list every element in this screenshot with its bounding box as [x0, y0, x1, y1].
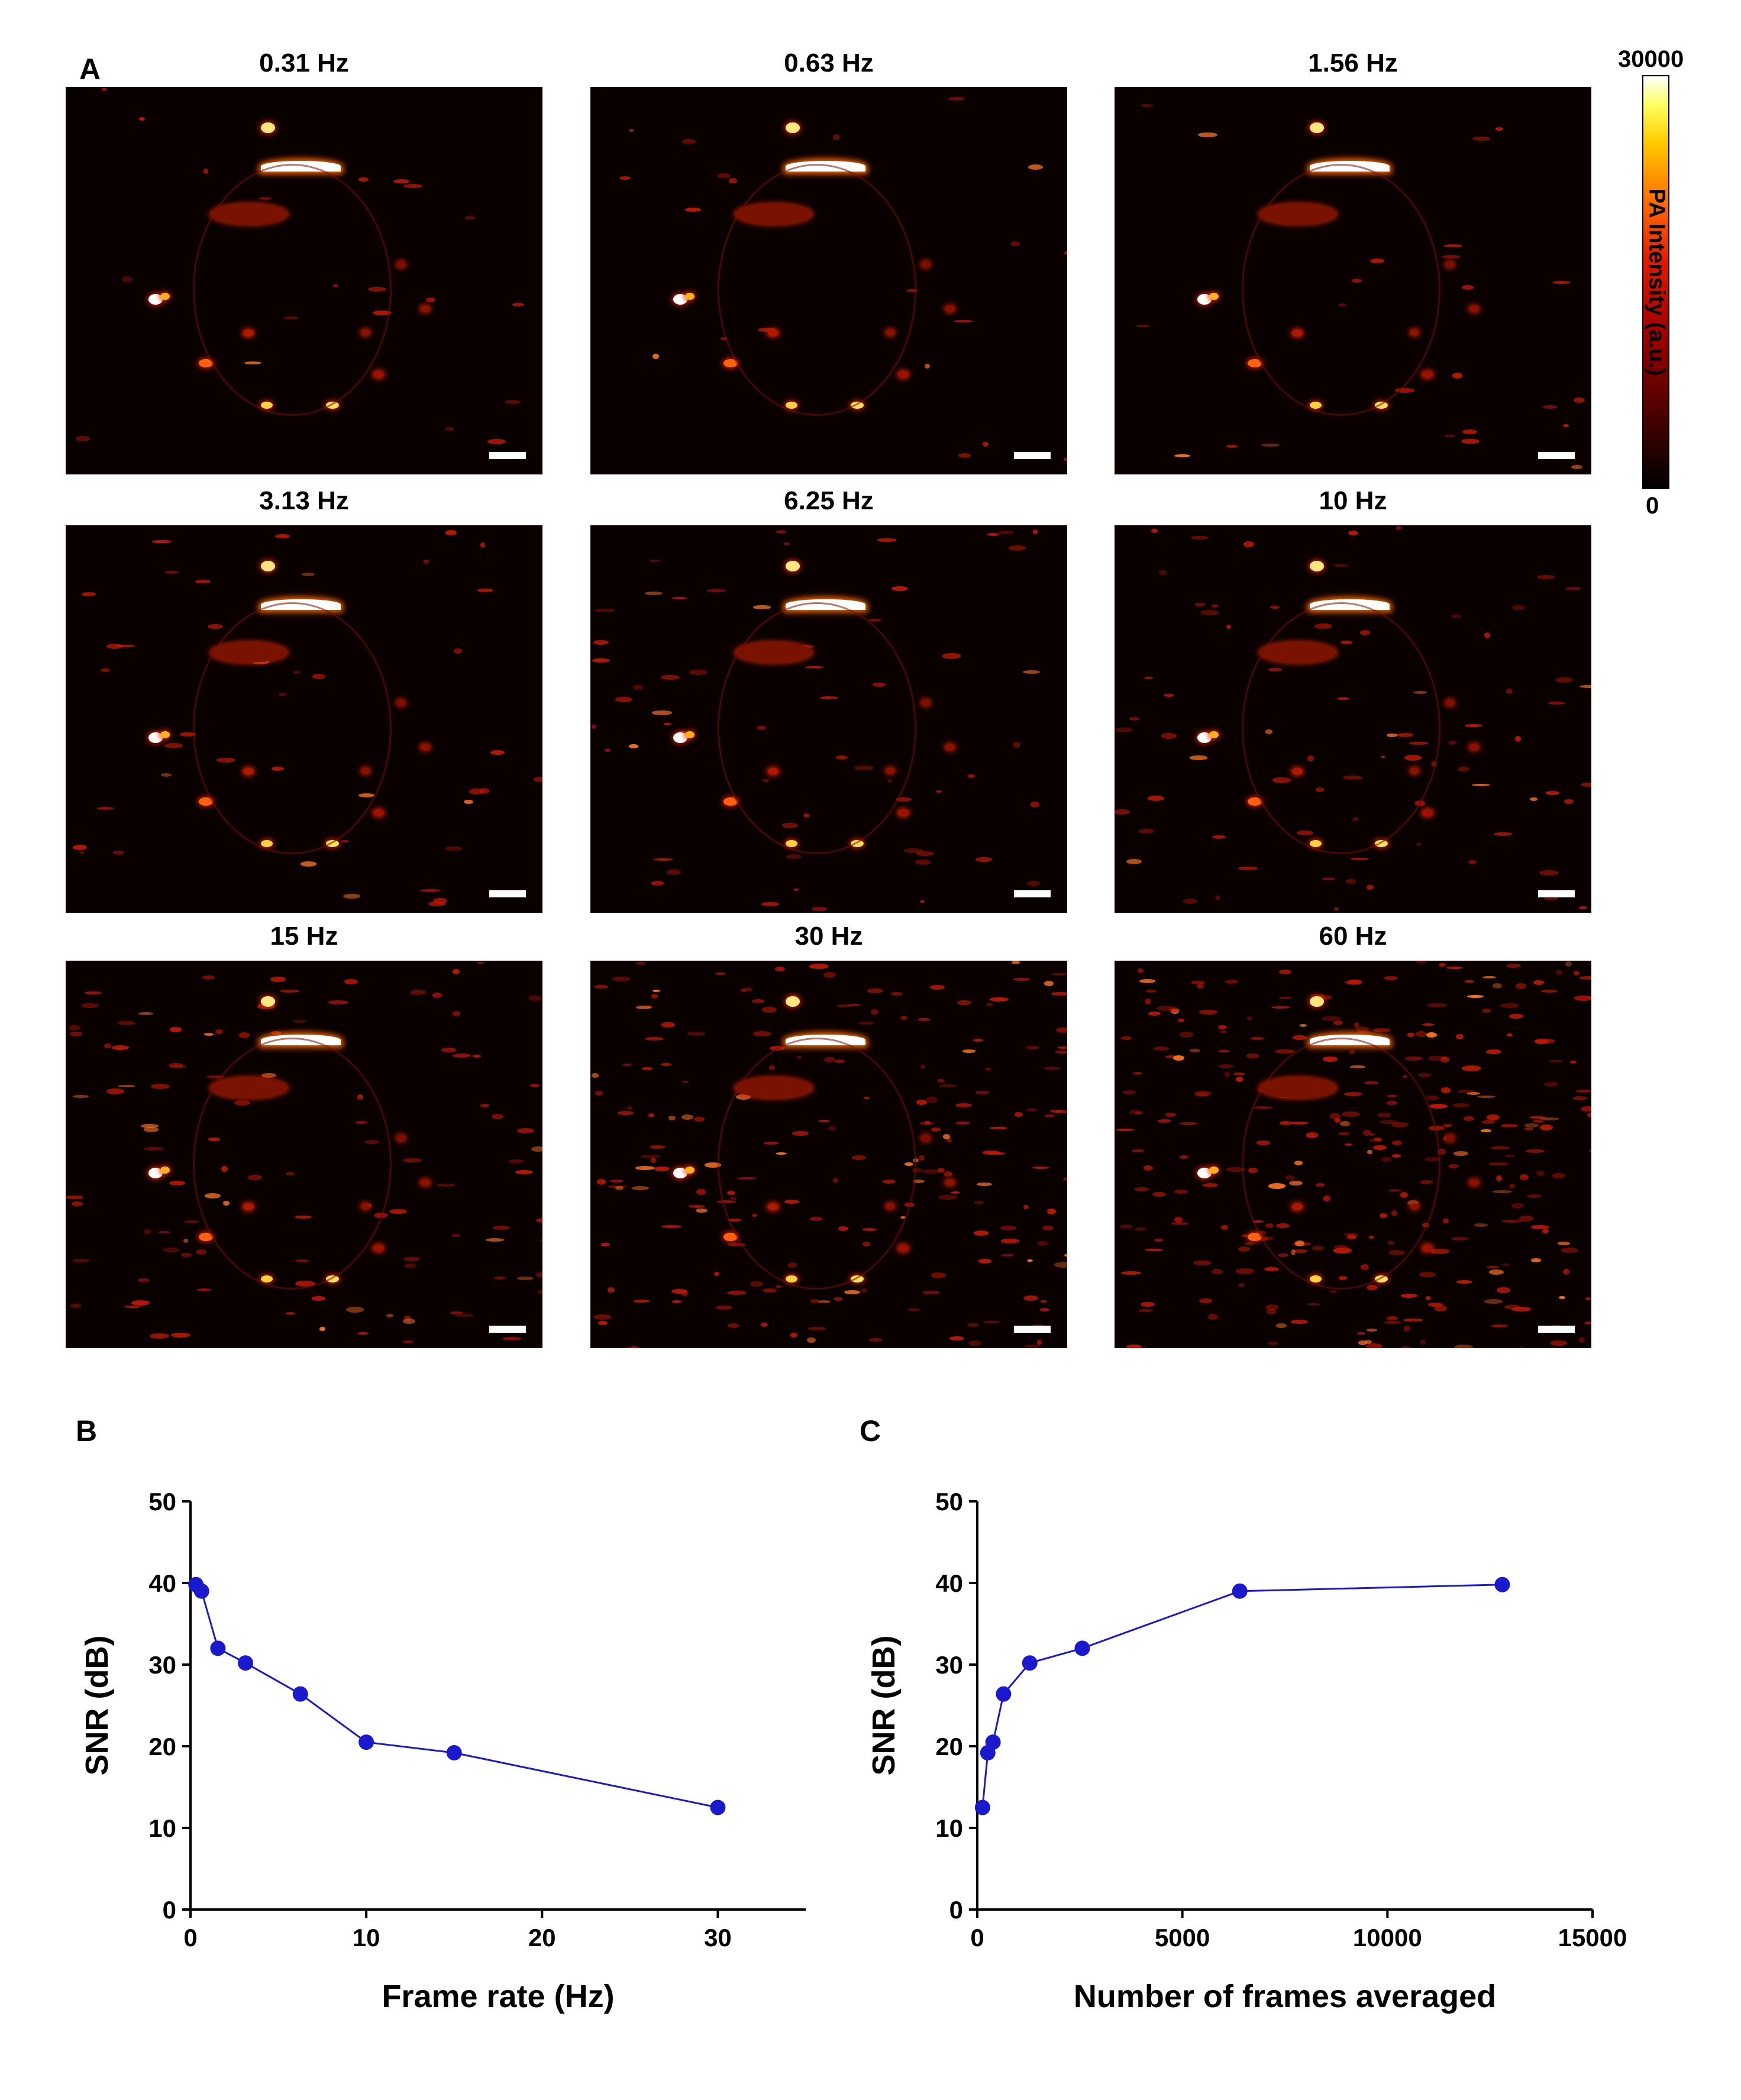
data-point [446, 1745, 462, 1761]
pa-image [1115, 525, 1591, 913]
data-point [710, 1799, 726, 1815]
y-tick-label: 0 [949, 1896, 963, 1924]
scale-bar [1538, 890, 1575, 897]
colorbar [1642, 75, 1669, 489]
pa-image [1115, 961, 1591, 1348]
data-point [210, 1640, 226, 1656]
data-point [974, 1799, 990, 1815]
pa-image [590, 525, 1067, 913]
y-tick-label: 0 [163, 1896, 176, 1924]
chart-snr-vs-frame-rate: 0 10 20 30 40 50 0 10 20 30 Frame rate (Hz) SNR (dB… [79, 1488, 806, 2014]
y-tick-label: 40 [935, 1569, 963, 1597]
y-tick-label: 20 [148, 1733, 176, 1760]
pa-image [66, 87, 542, 474]
y-tick-label: 10 [148, 1814, 176, 1842]
x-tick-label: 30 [704, 1924, 732, 1952]
series-line [195, 1584, 718, 1808]
scale-bar [1014, 1326, 1051, 1333]
data-point [985, 1734, 1001, 1750]
x-tick-label: 5000 [1155, 1924, 1210, 1952]
y-tick-label: 30 [148, 1651, 176, 1679]
data-point [1494, 1576, 1510, 1592]
y-tick-label: 30 [935, 1651, 963, 1679]
pa-image [66, 961, 542, 1348]
image-title: 60 Hz [1319, 922, 1387, 951]
y-tick-label: 40 [148, 1569, 176, 1597]
scale-bar [1538, 452, 1575, 459]
x-tick-label: 20 [528, 1924, 556, 1952]
colorbar-min-label: 0 [1646, 493, 1659, 519]
x-tick-label: 0 [970, 1924, 984, 1952]
scale-bar [489, 1326, 526, 1333]
scale-bar [489, 452, 526, 459]
panel-letter-b: B [76, 1414, 98, 1448]
panel-letter-c: C [860, 1414, 881, 1448]
x-tick-label: 10 [353, 1924, 380, 1952]
data-point [1232, 1583, 1248, 1599]
image-title: 6.25 Hz [784, 486, 874, 515]
y-tick-label: 10 [935, 1814, 963, 1842]
x-tick-label: 0 [183, 1924, 197, 1952]
data-point [1022, 1655, 1038, 1671]
y-tick-label: 50 [935, 1488, 963, 1516]
data-point [238, 1655, 254, 1671]
colorbar-max-label: 30000 [1618, 46, 1684, 72]
scale-bar [1014, 452, 1051, 459]
series-line [981, 1584, 1503, 1808]
data-point [1074, 1640, 1090, 1656]
data-point [358, 1734, 374, 1750]
x-tick-label: 10000 [1353, 1924, 1422, 1952]
data-point [996, 1686, 1012, 1702]
data-point [193, 1583, 209, 1599]
pa-image [66, 525, 542, 913]
image-title: 10 Hz [1319, 486, 1387, 515]
data-point [292, 1686, 308, 1702]
y-axis-label: SNR (dB) [866, 1636, 902, 1776]
y-axis-label: SNR (dB) [79, 1636, 115, 1776]
image-title: 30 Hz [794, 922, 863, 951]
scale-bar [1538, 1326, 1575, 1333]
image-title: 3.13 Hz [259, 486, 349, 515]
pa-image [1115, 87, 1591, 474]
image-title: 0.31 Hz [259, 49, 349, 77]
image-title: 15 Hz [270, 922, 338, 951]
scale-bar [1014, 890, 1051, 897]
chart-snr-vs-frames-averaged: 0 10 20 30 40 50 0 5000 10000 15000 Number of fram… [866, 1488, 1627, 2014]
image-title: 1.56 Hz [1308, 49, 1398, 77]
x-tick-label: 15000 [1558, 1924, 1627, 1952]
y-tick-label: 50 [148, 1488, 176, 1516]
colorbar-title: PA Intensity (a.u.) [1644, 188, 1669, 376]
image-title: 0.63 Hz [784, 49, 874, 77]
pa-image [590, 87, 1067, 474]
y-tick-label: 20 [935, 1733, 963, 1760]
pa-image [590, 961, 1067, 1348]
x-axis-label: Frame rate (Hz) [382, 1979, 614, 2014]
scale-bar [489, 890, 526, 897]
panel-letter-a: A [79, 53, 101, 86]
x-axis-label: Number of frames averaged [1074, 1979, 1496, 2014]
